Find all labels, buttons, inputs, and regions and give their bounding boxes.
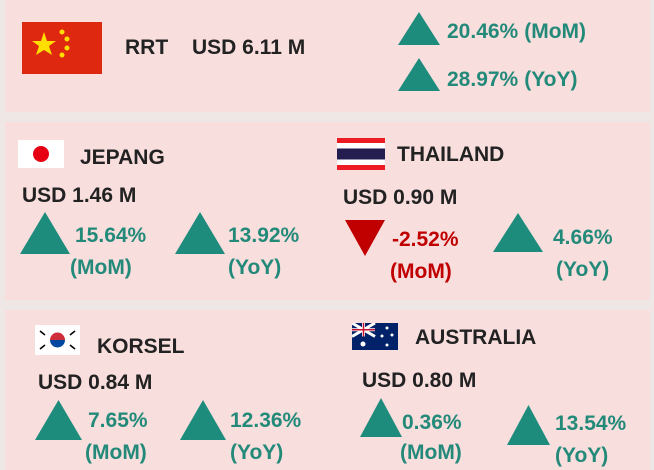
change-value: -2.52%: [392, 228, 459, 251]
country-value: USD 1.46 M: [22, 184, 137, 207]
trend-up-icon: [507, 405, 550, 445]
flag-thailand: [337, 138, 385, 170]
change-period: (YoY): [555, 444, 609, 467]
change-period: (YoY): [230, 441, 284, 464]
country-value: USD 0.80 M: [362, 369, 477, 392]
trend-up-icon: [35, 400, 82, 440]
flag-china: [22, 22, 102, 74]
flag-australia: [352, 323, 398, 350]
change-value: 7.65%: [88, 409, 148, 432]
trend-up-icon: [175, 212, 225, 254]
country-value: USD 0.90 M: [343, 186, 458, 209]
trend-up-icon: [398, 12, 440, 45]
region-value: USD 6.11 M: [192, 36, 306, 59]
change-value: 13.54%: [555, 412, 627, 435]
change-period: (MoM): [390, 260, 452, 283]
change-period: (YoY): [556, 258, 610, 281]
region-name: RRT: [125, 36, 169, 59]
trend-up-icon: [20, 212, 70, 254]
change-period: (MoM): [400, 441, 462, 464]
change-value: 20.46%: [447, 20, 519, 43]
change-value: 12.36%: [230, 409, 302, 432]
flag-korea: [35, 325, 80, 355]
trend-up-icon: [493, 213, 543, 252]
trend-up-icon: [180, 400, 226, 440]
country-name: AUSTRALIA: [415, 326, 537, 349]
country-value: USD 0.84 M: [38, 371, 153, 394]
flag-japan: [18, 140, 64, 168]
change-row: 20.46% (MoM): [447, 19, 586, 45]
trend-up-icon: [360, 398, 402, 437]
change-value: 28.97%: [447, 68, 519, 91]
trend-down-icon: [345, 220, 385, 256]
change-value: 13.92%: [228, 224, 300, 247]
trend-up-icon: [398, 58, 440, 91]
change-row: 28.97% (YoY): [447, 67, 578, 93]
change-period: (MoM): [70, 256, 132, 279]
change-period: (MoM): [524, 20, 587, 43]
country-name: THAILAND: [397, 143, 505, 166]
country-name: KORSEL: [97, 335, 185, 358]
change-value: 4.66%: [553, 226, 613, 249]
summary-panel: [5, 0, 650, 112]
change-period: (MoM): [85, 441, 147, 464]
change-period: (YoY): [228, 256, 282, 279]
change-period: (YoY): [524, 68, 578, 91]
country-panel: [5, 122, 650, 300]
country-name: JEPANG: [80, 146, 165, 169]
change-value: 0.36%: [402, 411, 462, 434]
change-value: 15.64%: [75, 224, 147, 247]
